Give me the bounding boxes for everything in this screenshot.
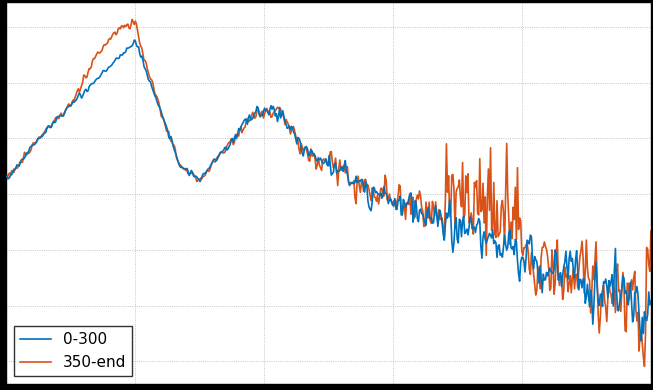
0-300 xyxy=(434,224,441,229)
350-end xyxy=(383,198,391,202)
350-end xyxy=(641,364,648,369)
350-end xyxy=(434,219,441,223)
0-300 xyxy=(3,174,10,179)
350-end xyxy=(647,229,653,233)
0-300 xyxy=(131,38,138,43)
350-end xyxy=(295,147,303,151)
0-300 xyxy=(647,299,653,303)
0-300 xyxy=(116,53,124,57)
0-300 xyxy=(169,144,177,148)
350-end xyxy=(489,226,497,231)
0-300 xyxy=(489,227,497,232)
Legend: 0-300, 350-end: 0-300, 350-end xyxy=(14,326,133,376)
0-300 xyxy=(383,194,391,199)
350-end xyxy=(3,177,10,181)
350-end xyxy=(169,143,177,147)
0-300 xyxy=(295,136,303,141)
Line: 350-end: 350-end xyxy=(7,20,651,366)
350-end xyxy=(128,17,136,22)
350-end xyxy=(116,27,124,31)
0-300 xyxy=(637,339,645,343)
Line: 0-300: 0-300 xyxy=(7,40,651,341)
